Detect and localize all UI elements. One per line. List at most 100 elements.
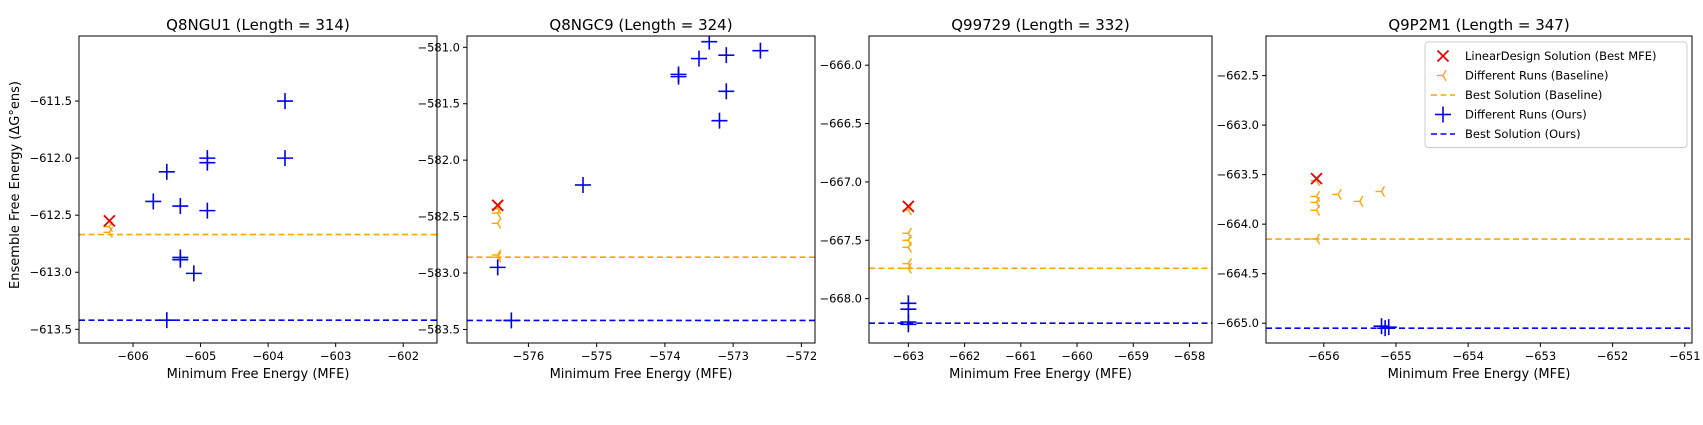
ours-run-point — [711, 112, 728, 129]
x-tick-label: −574 — [649, 349, 681, 363]
ours-run-point — [185, 265, 202, 282]
baseline-run-point — [1332, 188, 1342, 201]
legend-entry: LinearDesign Solution (Best MFE) — [1436, 49, 1657, 63]
baseline-run-point — [1375, 185, 1386, 198]
ours-run-point — [752, 42, 769, 59]
x-tick-label: −651 — [1669, 349, 1701, 363]
x-tick-label: −656 — [1308, 349, 1340, 363]
x-tick-label: −604 — [252, 349, 284, 363]
ours-run-point — [489, 259, 506, 276]
x-tick-label: −663 — [893, 349, 925, 363]
plot-frame — [78, 35, 438, 344]
x-tick-label: −606 — [117, 349, 149, 363]
x-tick-label: −661 — [1005, 349, 1037, 363]
x-axis-label: Minimum Free Energy (MFE) — [550, 367, 733, 382]
baseline-run-point — [103, 226, 114, 238]
legend-label: LinearDesign Solution (Best MFE) — [1465, 49, 1657, 63]
y-tick-label: −581.0 — [417, 40, 460, 54]
ours-run-point — [1373, 318, 1390, 335]
ours-run-point — [158, 312, 175, 329]
x-tick-label: −605 — [185, 349, 217, 363]
y-tick-label: −662.5 — [1216, 69, 1259, 83]
legend-x-icon — [1436, 49, 1450, 63]
legend-entry: Best Solution (Ours) — [1431, 127, 1581, 141]
plot-area — [1266, 172, 1692, 337]
ours-run-point — [691, 50, 707, 67]
panel-title: Q99729 (Length = 332) — [951, 16, 1129, 34]
x-tick-label: −653 — [1525, 349, 1557, 363]
lineardesign-point — [103, 214, 116, 228]
legend-entry: Best Solution (Baseline) — [1431, 88, 1602, 102]
ours-run-point — [1377, 320, 1394, 337]
x-tick-label: −572 — [786, 349, 818, 363]
legend-box — [1424, 41, 1688, 148]
figure-ylabel: Ensemble Free Energy (ΔG°ens) — [8, 81, 23, 289]
x-axis-label: Minimum Free Energy (MFE) — [1388, 367, 1571, 382]
panel-4: Q9P2M1 (Length = 347) Minimum Free Energy… — [1216, 16, 1700, 382]
y-tick-label: −611.5 — [29, 94, 72, 108]
legend-plus-icon — [1435, 106, 1451, 123]
ours-run-point — [145, 193, 162, 210]
legend-tri-icon — [1437, 69, 1447, 82]
y-tick-label: −664.0 — [1216, 217, 1259, 231]
legend-label: Best Solution (Ours) — [1465, 127, 1581, 141]
panel-1: Q8NGU1 (Length = 314) Minimum Free Energy… — [29, 16, 438, 382]
ours-run-point — [277, 150, 294, 167]
legend-label: Different Runs (Baseline) — [1465, 69, 1608, 83]
y-tick-label: −613.0 — [29, 265, 72, 279]
baseline-run-point — [491, 217, 502, 229]
x-tick-label: −654 — [1452, 349, 1484, 363]
x-tick-label: −575 — [581, 349, 613, 363]
legend-label: Best Solution (Baseline) — [1465, 88, 1602, 102]
x-tick-label: −602 — [387, 349, 419, 363]
plot-frame — [466, 35, 816, 344]
ours-run-point — [199, 154, 216, 171]
panel-title: Q8NGU1 (Length = 314) — [166, 16, 350, 34]
y-tick-label: −583.5 — [417, 322, 460, 336]
y-tick-label: −581.5 — [417, 97, 460, 111]
ours-run-point — [1380, 319, 1397, 336]
y-tick-label: −663.0 — [1216, 118, 1259, 132]
baseline-run-point — [1310, 233, 1321, 245]
x-tick-label: −659 — [1117, 349, 1149, 363]
ours-run-point — [718, 47, 735, 64]
ours-run-point — [575, 176, 591, 193]
baseline-run-point — [1353, 195, 1364, 207]
panels: Q8NGU1 (Length = 314) Minimum Free Energy… — [29, 16, 1700, 382]
legend: LinearDesign Solution (Best MFE) Differen… — [1424, 41, 1688, 148]
panel-title: Q8NGC9 (Length = 324) — [549, 16, 732, 34]
x-tick-label: −603 — [320, 349, 352, 363]
y-tick-label: −612.5 — [29, 208, 72, 222]
y-tick-label: −583.0 — [417, 266, 460, 280]
baseline-run-point — [902, 241, 912, 253]
panel-3: Q99729 (Length = 332) Minimum Free Energy… — [819, 16, 1213, 382]
y-tick-label: −582.0 — [417, 153, 460, 167]
y-tick-label: −668.0 — [819, 292, 862, 306]
legend-entry: Different Runs (Baseline) — [1437, 69, 1608, 83]
legend-entry: Different Runs (Ours) — [1435, 106, 1587, 123]
x-tick-label: −652 — [1597, 349, 1629, 363]
ours-run-point — [718, 83, 735, 100]
panel-title: Q9P2M1 (Length = 347) — [1388, 16, 1569, 34]
x-tick-label: −658 — [1174, 349, 1206, 363]
plot-area — [869, 200, 1212, 333]
y-tick-label: −613.5 — [29, 322, 72, 336]
baseline-run-point — [902, 262, 912, 274]
y-tick-label: −612.0 — [29, 151, 72, 165]
panel-2: Q8NGC9 (Length = 324) Minimum Free Energy… — [417, 16, 817, 382]
ours-run-point — [277, 93, 294, 110]
y-tick-label: −666.5 — [819, 117, 862, 131]
plot-frame — [868, 35, 1213, 344]
y-tick-label: −665.0 — [1216, 316, 1259, 330]
ours-run-point — [172, 198, 189, 215]
x-axis-label: Minimum Free Energy (MFE) — [167, 367, 350, 382]
baseline-run-point — [491, 251, 502, 263]
legend-label: Different Runs (Ours) — [1465, 108, 1587, 122]
lineardesign-point — [1310, 172, 1323, 185]
baseline-run-point — [902, 258, 912, 270]
ours-run-point — [670, 68, 687, 85]
ours-run-point — [158, 163, 175, 180]
y-tick-label: −582.5 — [417, 210, 460, 224]
x-tick-label: −662 — [949, 349, 981, 363]
